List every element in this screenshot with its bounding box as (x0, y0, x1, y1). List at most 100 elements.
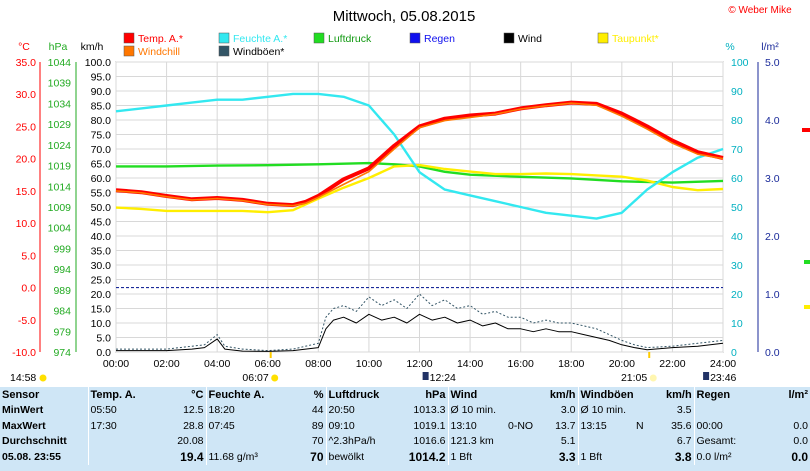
hum-value: 44 (311, 404, 324, 417)
moonrise-label: 12:24 (430, 372, 456, 383)
wind-direction (506, 449, 542, 465)
sunset-label: 21:05 (621, 372, 647, 383)
pressure-tick-label: 1014 (48, 181, 72, 193)
brand-label: © Weber Mike (728, 5, 792, 16)
temp-value: 12.5 (183, 404, 204, 417)
legend-swatch (218, 45, 230, 57)
legend-label: Taupunkt* (612, 33, 659, 45)
right-edge-markers (802, 128, 810, 309)
edge-press-swatch (804, 260, 810, 264)
wind-value: 3.3 (558, 449, 576, 464)
wind-tick-label: 80.0 (91, 115, 112, 127)
humidity-tick-label: 50 (731, 202, 743, 214)
stats-header-sensor: Sensor (2, 388, 40, 401)
time-tick-label: 04:00 (204, 358, 230, 370)
pressure-tick-label: 994 (53, 264, 71, 276)
legend-swatch (123, 45, 135, 57)
legend-label: Windchill (138, 46, 180, 58)
hum-value: 89 (311, 419, 324, 432)
hum-time (205, 433, 276, 449)
time-tick-label: 06:00 (255, 358, 281, 370)
temp-tick-label: 30.0 (16, 89, 37, 101)
pressure-tick-label: 1024 (48, 140, 72, 152)
press-value: 1016.6 (413, 435, 446, 448)
wind-direction (506, 434, 542, 450)
series-line-wind (116, 313, 724, 352)
temp-tick-label: 15.0 (16, 186, 37, 198)
stats-header-press: Luftdruck (325, 387, 398, 403)
gust-direction: N (636, 419, 644, 432)
legend-label: Regen (424, 33, 455, 45)
wind-tick-label: 10.0 (91, 318, 112, 330)
press-time: 09:10 (325, 418, 398, 434)
press-value: 1014.2 (408, 449, 446, 464)
rain-tick-label: 2.0 (765, 231, 780, 243)
stats-header-hum-unit: % (313, 388, 324, 401)
pressure-tick-label: 974 (53, 347, 71, 359)
rain-value: 0.0 (793, 435, 808, 448)
wind-info: 1 Bft (447, 449, 506, 465)
row-label: MaxWert (2, 419, 46, 432)
pressure-axis: 1044 1039 1034 1029 1024 1019 1014 1009 1004 999 9… (48, 57, 72, 359)
moon-icon (703, 372, 710, 380)
series-line-windchill (115, 102, 724, 207)
pressure-tick-label: 984 (53, 306, 71, 318)
legend-swatch (313, 32, 325, 44)
wind-tick-label: 30.0 (91, 260, 112, 272)
time-tick-label: 22:00 (659, 358, 685, 370)
time-tick-label: 00:00 (103, 358, 129, 370)
legend-swatch (409, 32, 421, 44)
stats-header-temp-unit: °C (191, 388, 204, 401)
wind-tick-label: 65.0 (91, 159, 112, 171)
temp-time: 05:50 (87, 402, 138, 418)
pressure-tick-label: 1044 (48, 57, 72, 69)
series-line-windb-en- (116, 293, 724, 352)
stats-header-press-unit: hPa (425, 388, 446, 401)
wind-value: 3.0 (560, 404, 576, 417)
pressure-tick-label: 999 (53, 243, 71, 255)
abs-humidity: 11.68 g/m³ (205, 449, 276, 465)
temp-tick-label: 35.0 (16, 57, 37, 69)
wind-value: 5.1 (560, 435, 576, 448)
stats-header-hum: Feuchte A. (205, 387, 276, 403)
temp-tick-label: 10.0 (16, 218, 37, 230)
rain-tick-label: 0.0 (765, 347, 780, 359)
temp-axis-title: °C (18, 41, 30, 53)
pressure-tick-label: 1009 (48, 202, 72, 214)
edge-temp-swatch (802, 128, 810, 132)
hum-time: 18:20 (205, 402, 276, 418)
stats-header-gust: Windböen (577, 387, 634, 403)
time-tick-label: 12:00 (406, 358, 432, 370)
pressure-tick-label: 979 (53, 326, 71, 338)
temp-tick-label: -10.0 (12, 347, 36, 359)
wind-value: 13.7 (555, 419, 576, 432)
row-label: 05.08. 23:55 (2, 450, 61, 463)
wind-tick-label: 90.0 (91, 86, 112, 98)
stats-header-row: Sensor Temp. A. °C Feuchte A. % Luftdruc… (0, 387, 810, 403)
wind-tick-label: 15.0 (91, 304, 112, 316)
humidity-axis-title: % (725, 41, 734, 53)
rain-info (693, 402, 764, 418)
gust-info: 1 Bft (577, 449, 634, 465)
legend-label: Temp. A.* (138, 33, 183, 45)
temp-time (87, 449, 138, 465)
press-trend: ^2.3hPa/h (325, 433, 398, 449)
rain-value (764, 403, 810, 419)
temp-time: 17:30 (87, 418, 138, 434)
stats-header-temp: Temp. A. (87, 387, 138, 403)
rain-tick-label: 1.0 (765, 289, 780, 301)
moon-icon (422, 372, 429, 380)
stats-row-avg: Durchschnitt 20.08 70 ^2.3hPa/h 1016.6 1… (0, 433, 810, 450)
gust-value: 6.7 (676, 435, 692, 448)
gust-info (577, 433, 634, 449)
time-tick-label: 10:00 (356, 358, 382, 370)
pressure-tick-label: 1039 (48, 78, 72, 90)
temp-axis: 35.0 30.0 25.0 20.0 15.0 10.0 5.0 0.0 -5.0 -10.0 (12, 57, 36, 359)
weather-chart: Mittwoch, 05.08.2015 © Weber Mike Temp. … (10, 5, 810, 383)
time-axis: 00:00 02:00 04:00 06:00 08:00 10:00 12:00 14:00… (103, 358, 736, 370)
wind-tick-label: 70.0 (91, 144, 112, 156)
time-tick-label: 18:00 (558, 358, 584, 370)
legend-swatch (218, 32, 230, 44)
sunrise-label: 06:07 (242, 372, 268, 383)
